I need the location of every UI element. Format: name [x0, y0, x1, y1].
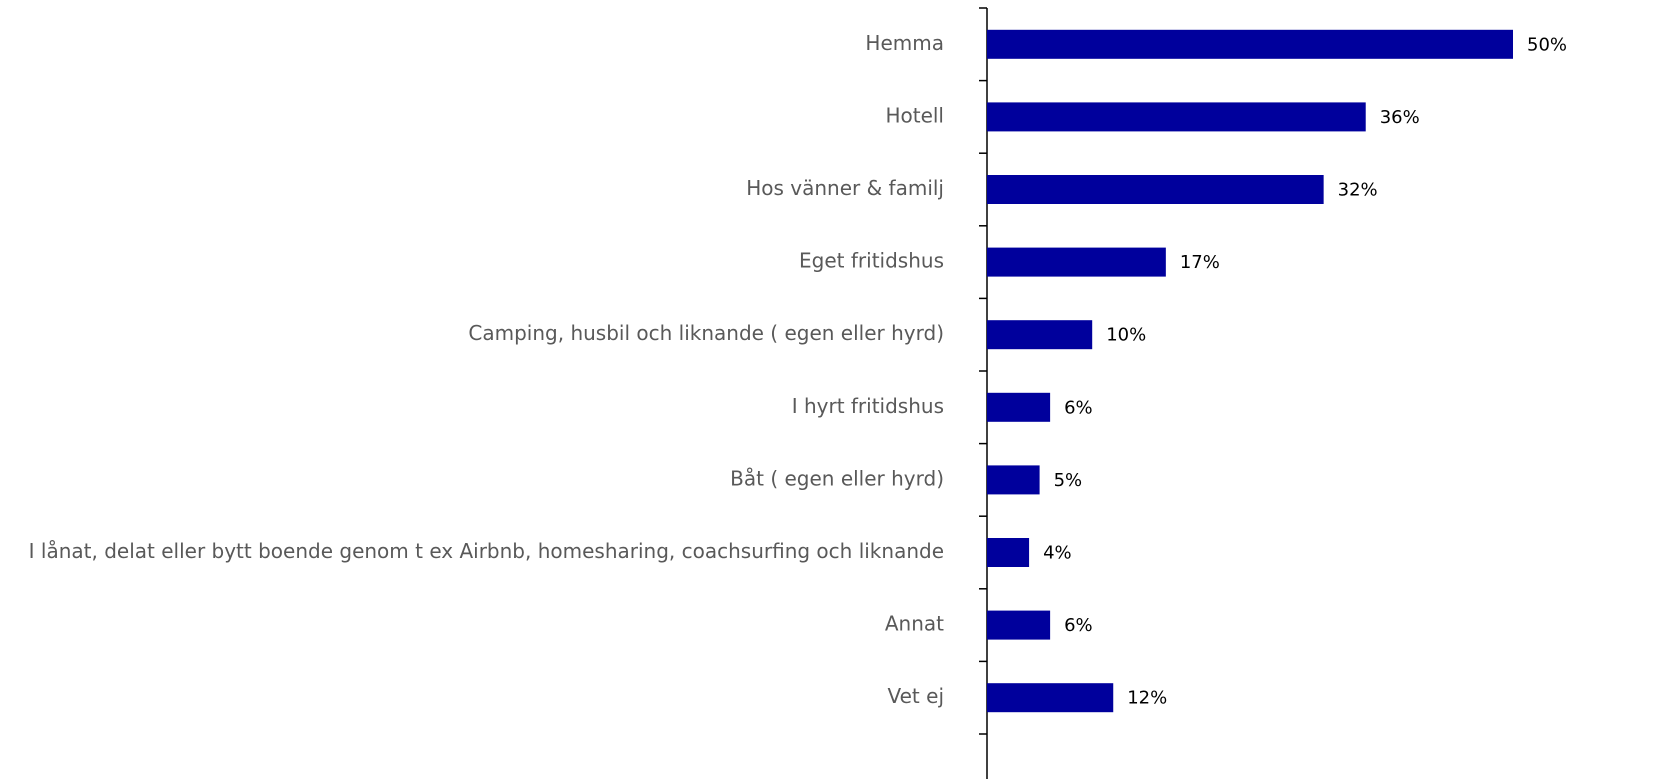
- category-label: Annat: [885, 612, 944, 636]
- bar: [987, 538, 1030, 567]
- category-label: Camping, husbil och liknande ( egen elle…: [468, 321, 944, 345]
- value-label: 50%: [1527, 34, 1567, 55]
- bar: [987, 29, 1513, 59]
- bar: [987, 102, 1366, 132]
- bar: [987, 465, 1040, 495]
- value-label: 36%: [1380, 107, 1420, 128]
- value-label: 12%: [1127, 688, 1167, 709]
- value-label: 5%: [1054, 470, 1083, 491]
- category-label: Hotell: [885, 103, 944, 127]
- category-label: Vet ej: [888, 684, 945, 708]
- bar: [987, 247, 1166, 277]
- category-label: Båt ( egen eller hyrd): [730, 466, 944, 490]
- value-label: 6%: [1064, 397, 1093, 418]
- bar: [987, 175, 1324, 204]
- value-label: 6%: [1064, 615, 1093, 636]
- value-label: 10%: [1106, 325, 1146, 346]
- bar: [987, 392, 1051, 422]
- bar: [987, 683, 1114, 713]
- category-label: I hyrt fritidshus: [792, 394, 944, 418]
- category-label: Eget fritidshus: [799, 249, 944, 273]
- value-label: 4%: [1043, 543, 1072, 564]
- bar: [987, 320, 1093, 350]
- bar: [987, 610, 1051, 640]
- category-label: Hos vänner & familj: [746, 176, 944, 200]
- value-label: 32%: [1338, 180, 1378, 201]
- value-label: 17%: [1180, 252, 1220, 273]
- category-label: Hemma: [865, 31, 944, 55]
- category-label: I lånat, delat eller bytt boende genom t…: [29, 539, 944, 563]
